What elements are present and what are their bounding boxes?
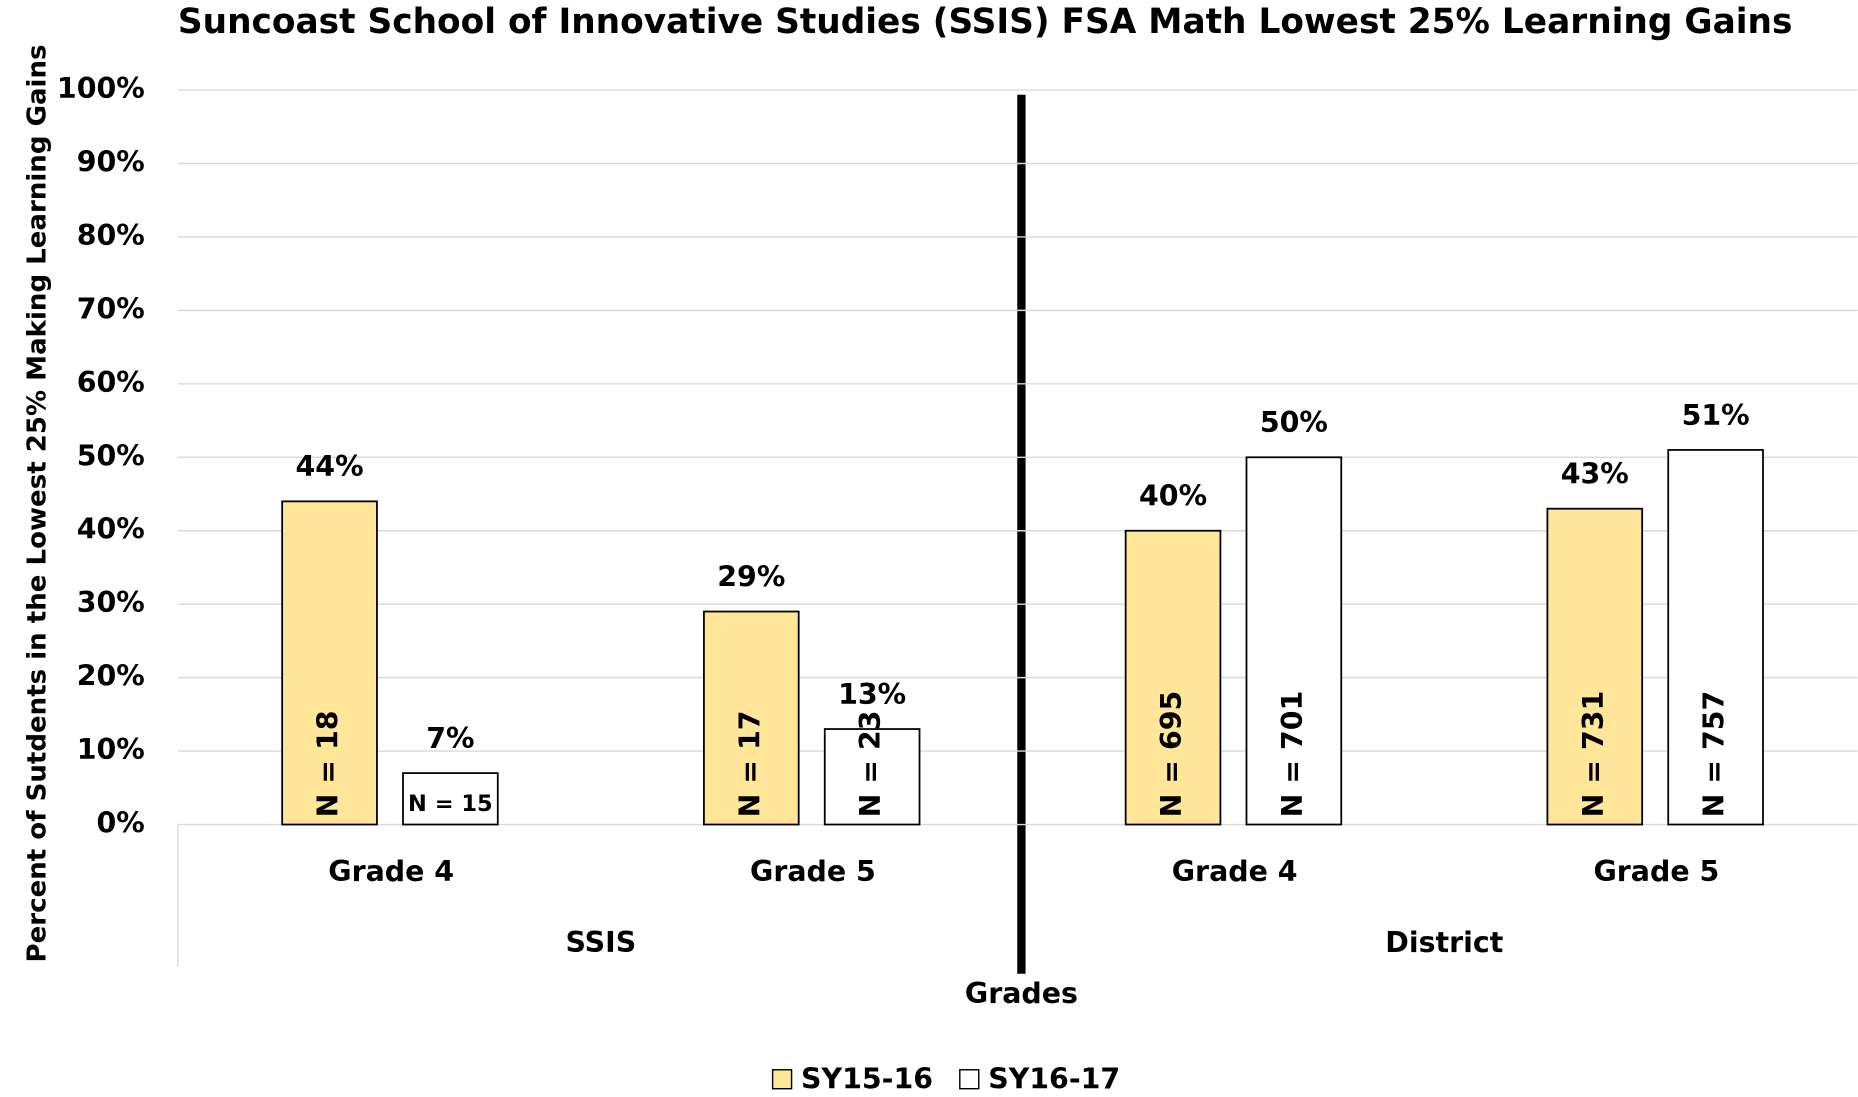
y-tick-label: 0%	[96, 807, 144, 840]
n-label: N = 15	[408, 791, 493, 817]
bar	[823, 728, 921, 826]
bar	[1124, 529, 1222, 826]
data-label: 7%	[426, 722, 474, 755]
x-tick-label: Grade 4	[1172, 855, 1298, 888]
y-tick-label: 40%	[77, 513, 145, 546]
y-tick-label: 90%	[77, 145, 145, 178]
x-tick-label: Grade 5	[1593, 855, 1719, 888]
legend-swatch	[959, 1069, 980, 1090]
group-label: SSIS	[565, 926, 636, 959]
bar	[402, 772, 499, 826]
x-tick-label: Grade 4	[328, 855, 454, 888]
n-label: N = 18	[312, 710, 345, 817]
legend-label: SY15-16	[801, 1062, 933, 1095]
bar	[1245, 456, 1343, 826]
data-label: 43%	[1561, 458, 1629, 491]
bar	[1667, 449, 1764, 826]
legend-swatch	[771, 1069, 793, 1090]
bar	[703, 610, 800, 826]
n-label: N = 695	[1155, 691, 1188, 818]
bar	[281, 500, 378, 826]
n-label: N = 701	[1276, 691, 1309, 818]
group-label: District	[1385, 926, 1503, 959]
x-tick-label: Grade 5	[750, 855, 876, 888]
y-tick-label: 70%	[77, 292, 145, 325]
data-label: 29%	[717, 560, 785, 593]
y-tick-label: 100%	[57, 72, 145, 105]
n-label: N = 757	[1698, 691, 1731, 818]
y-axis-title: Percent of Sutdents in the Lowest 25% Ma…	[23, 44, 53, 962]
n-label: N = 23	[854, 710, 887, 817]
data-label: 50%	[1260, 406, 1328, 439]
data-label: 13%	[838, 678, 906, 711]
y-tick-label: 50%	[77, 439, 145, 472]
data-label: 44%	[296, 450, 364, 483]
y-tick-label: 60%	[77, 366, 145, 399]
y-tick-label: 30%	[77, 586, 145, 619]
y-tick-label: 10%	[77, 733, 145, 766]
chart-title: Suncoast School of Innovative Studies (S…	[178, 2, 1793, 42]
bar	[1546, 507, 1644, 826]
y-tick-label: 20%	[77, 660, 145, 693]
y-tick-label: 80%	[77, 219, 145, 252]
n-label: N = 731	[1577, 691, 1610, 818]
x-axis-title: Grades	[965, 977, 1078, 1010]
n-label: N = 17	[733, 710, 766, 817]
legend-label: SY16-17	[988, 1062, 1120, 1095]
data-label: 51%	[1682, 399, 1750, 432]
data-label: 40%	[1139, 480, 1207, 513]
